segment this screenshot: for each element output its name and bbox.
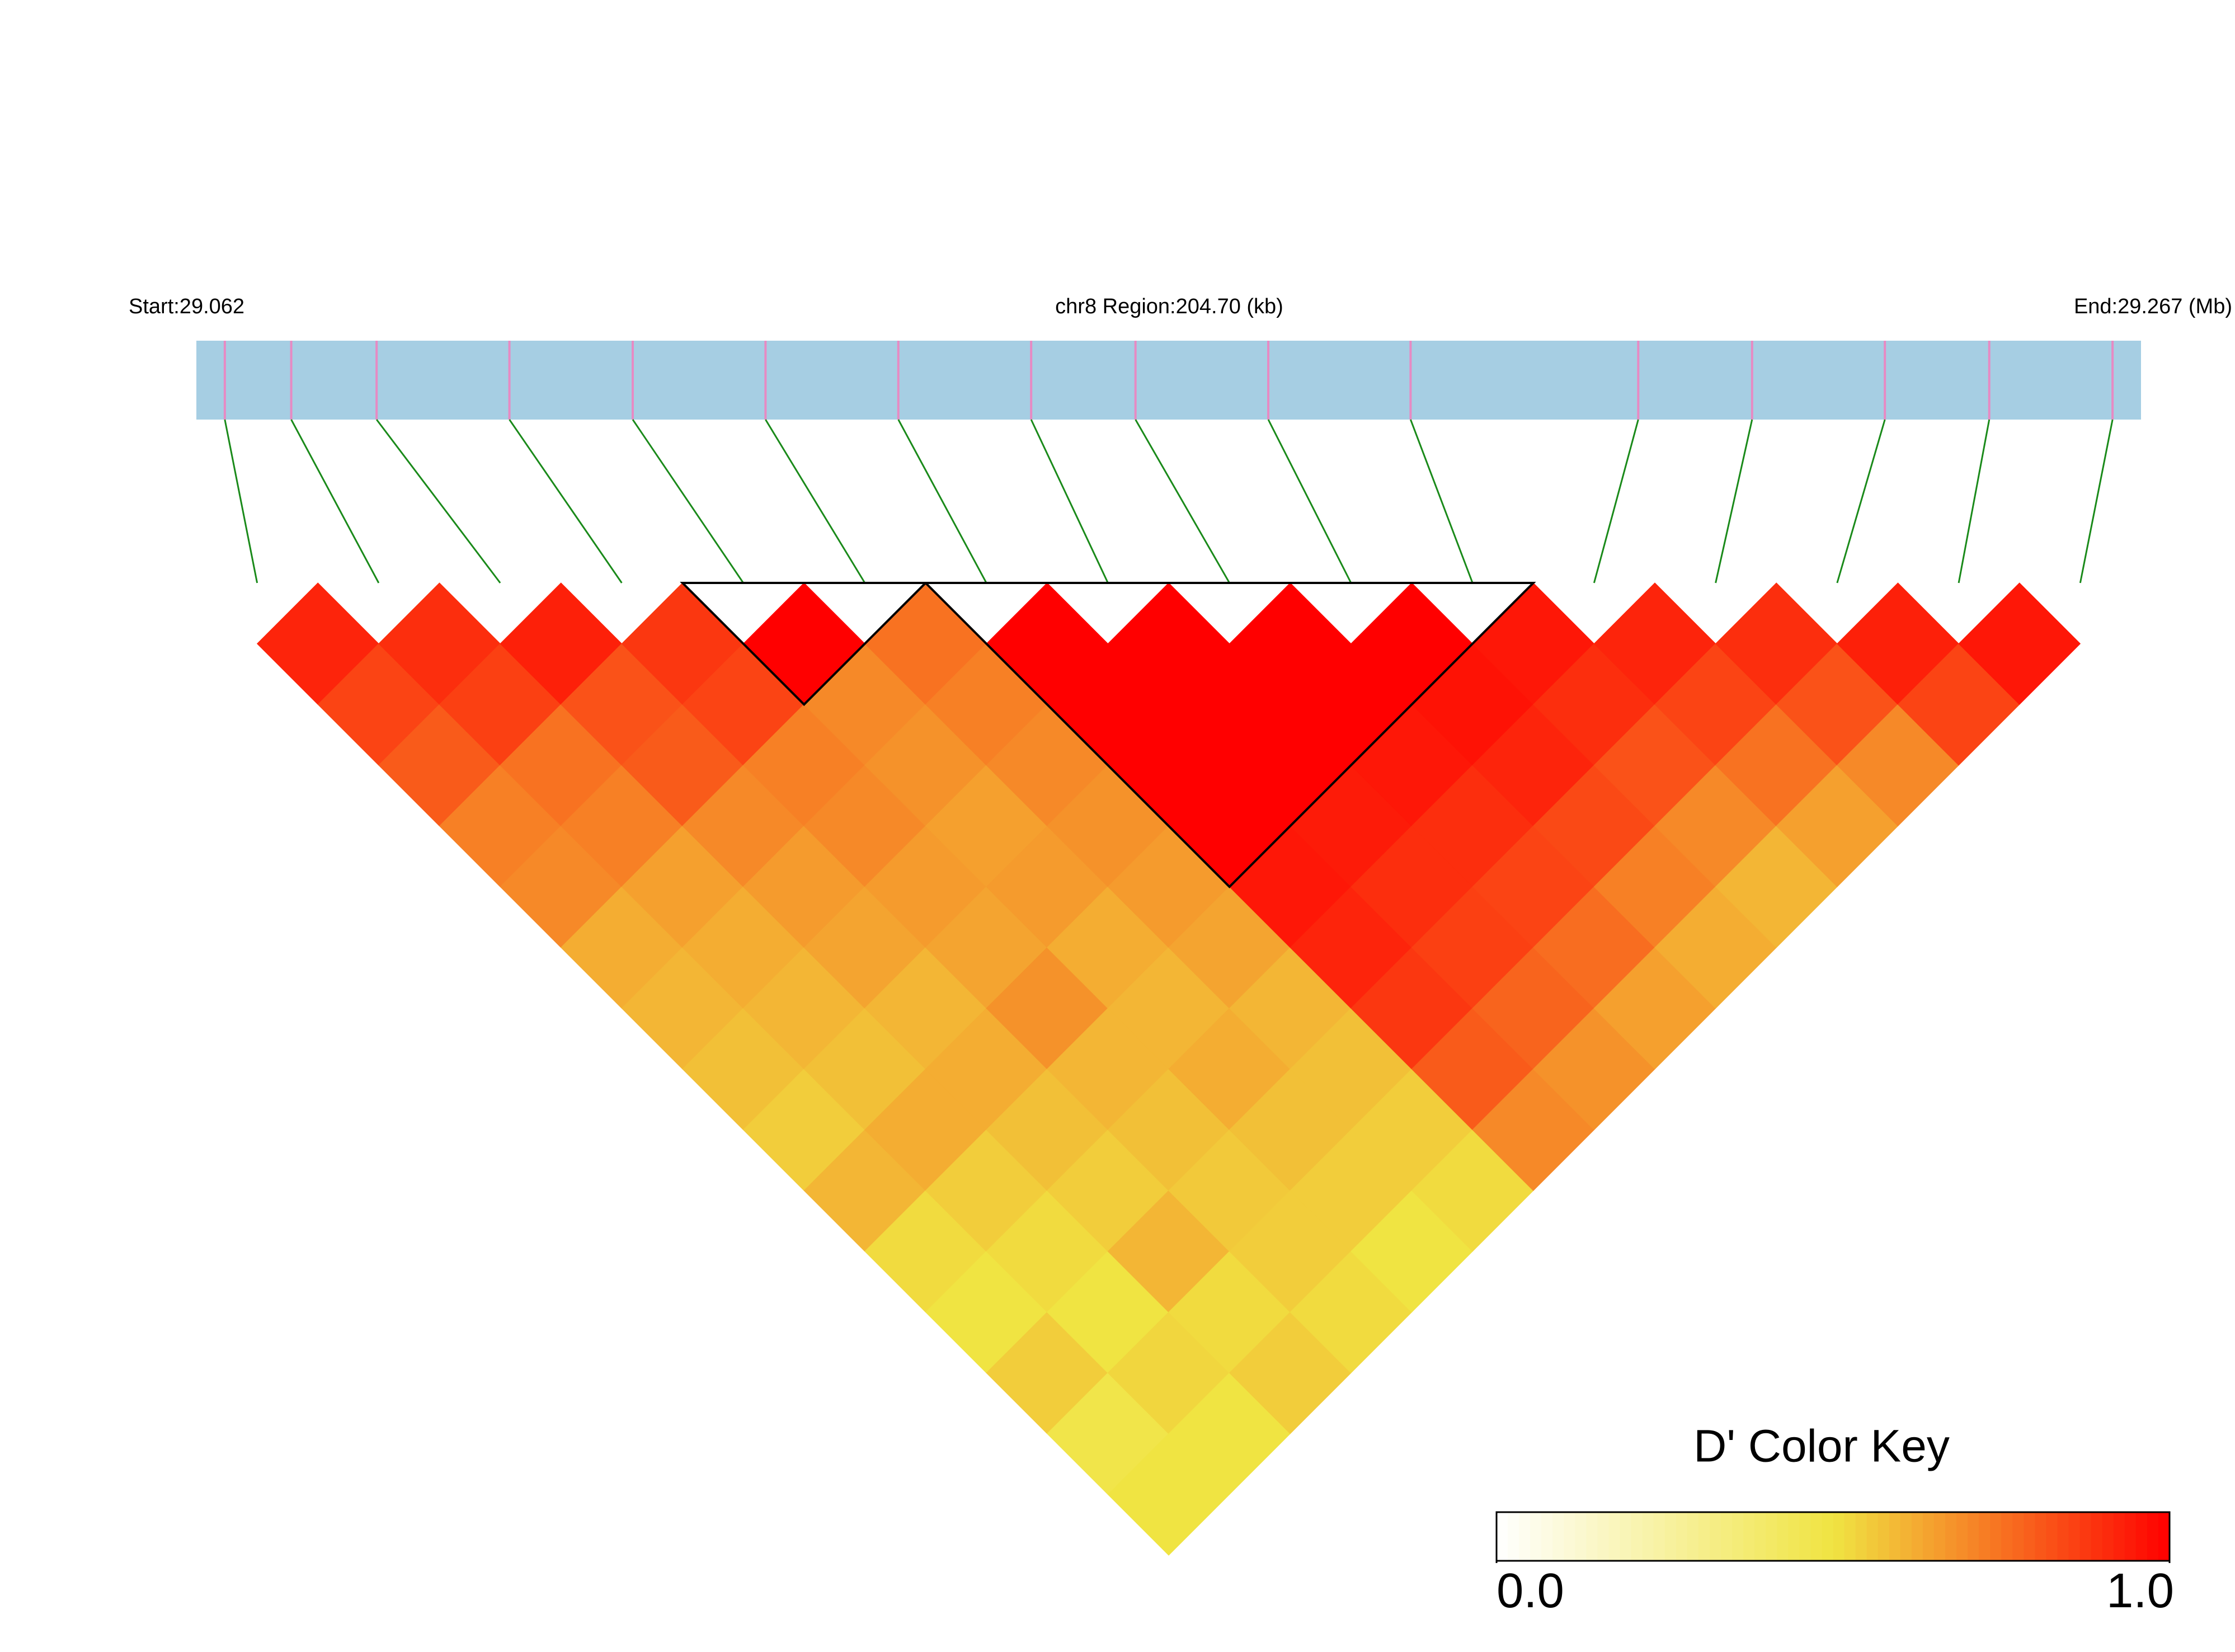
ld-block <box>680 582 929 707</box>
legend-swatch <box>1620 1512 1632 1561</box>
legend-swatch <box>1586 1512 1598 1561</box>
legend-swatch <box>1709 1512 1721 1561</box>
legend-swatch <box>1788 1512 1800 1561</box>
snp-connector <box>2079 419 2114 583</box>
legend-swatch <box>2012 1512 2025 1561</box>
ld-cell <box>1958 582 2081 705</box>
legend-title: D' Color Key <box>1693 1421 1950 1472</box>
legend-swatch <box>1777 1512 1789 1561</box>
legend-swatch <box>2147 1512 2159 1561</box>
legend-swatch <box>1799 1512 1811 1561</box>
legend-swatch <box>1968 1512 1980 1561</box>
snp-connector <box>1030 419 1109 583</box>
legend-swatch <box>1766 1512 1778 1561</box>
legend-swatch <box>1822 1512 1834 1561</box>
legend-swatch <box>2091 1512 2103 1561</box>
legend-swatch <box>2079 1512 2092 1561</box>
legend-tick-label: 1.0 <box>2106 1564 2174 1618</box>
legend-swatch <box>1608 1512 1621 1561</box>
legend-swatch <box>1597 1512 1610 1561</box>
legend-swatch <box>1990 1512 2002 1561</box>
position-bar <box>196 341 2141 420</box>
legend-swatch <box>1979 1512 1991 1561</box>
legend-swatch <box>1889 1512 1901 1561</box>
snp-connector <box>1715 419 1753 583</box>
legend-swatch <box>1833 1512 1845 1561</box>
legend-swatch <box>2001 1512 2013 1561</box>
snp-connector <box>1593 419 1639 583</box>
legend-swatch <box>2135 1512 2148 1561</box>
snp-connector <box>765 419 866 583</box>
legend-swatch <box>2102 1512 2114 1561</box>
snp-connector <box>1958 419 1991 583</box>
legend-swatch <box>1721 1512 1733 1561</box>
legend-swatch <box>2046 1512 2058 1561</box>
legend-swatch <box>1508 1512 1520 1561</box>
legend-swatch <box>1575 1512 1587 1561</box>
legend-swatch <box>1743 1512 1756 1561</box>
legend-swatch <box>1564 1512 1576 1561</box>
ld-block <box>923 582 1536 888</box>
snp-connector <box>1409 419 1474 583</box>
snp-connector <box>375 419 501 583</box>
legend-swatch <box>1676 1512 1688 1561</box>
legend-swatch <box>1642 1512 1654 1561</box>
end-label: End:29.267 (Mb) <box>2074 295 2232 318</box>
legend-swatch <box>2113 1512 2125 1561</box>
snp-connector <box>1836 419 1886 583</box>
legend-swatch <box>1687 1512 1699 1561</box>
legend-swatch <box>1956 1512 1969 1561</box>
snp-connector <box>632 419 744 583</box>
legend-swatch <box>2124 1512 2137 1561</box>
legend-swatch <box>2158 1512 2170 1561</box>
legend-swatch <box>1945 1512 1958 1561</box>
legend-swatch <box>1810 1512 1823 1561</box>
legend-tick-label: 0.0 <box>1497 1564 1564 1618</box>
legend-swatch <box>1900 1512 1912 1561</box>
legend-swatch <box>1519 1512 1531 1561</box>
legend-swatch <box>1497 1512 1509 1561</box>
legend-swatch <box>1541 1512 1554 1561</box>
legend-swatch <box>2024 1512 2036 1561</box>
legend-swatch <box>1754 1512 1767 1561</box>
legend-swatch <box>1866 1512 1879 1561</box>
legend-swatch <box>1552 1512 1565 1561</box>
snp-connector <box>224 419 258 583</box>
legend-swatch <box>1653 1512 1665 1561</box>
legend-swatch <box>1631 1512 1643 1561</box>
chart-title: chr8 Region:204.70 (kb) <box>1055 295 1283 318</box>
snp-connector <box>1135 419 1230 583</box>
legend-swatch <box>1732 1512 1744 1561</box>
legend-swatch <box>1844 1512 1856 1561</box>
snp-connector <box>290 419 380 583</box>
legend-swatch <box>1664 1512 1677 1561</box>
legend-swatch <box>1530 1512 1542 1561</box>
legend-swatch <box>1855 1512 1867 1561</box>
legend-swatch <box>1878 1512 1890 1561</box>
snp-connector <box>1267 419 1352 583</box>
legend-swatch <box>1698 1512 1710 1561</box>
legend-swatch <box>2035 1512 2047 1561</box>
legend-swatch <box>1922 1512 1935 1561</box>
legend-swatch <box>2057 1512 2069 1561</box>
legend-frame <box>1495 1511 2171 1562</box>
snp-connector <box>897 419 987 583</box>
legend-swatch <box>1911 1512 1923 1561</box>
legend-swatch <box>2068 1512 2081 1561</box>
snp-connector <box>509 419 623 583</box>
legend-swatch <box>1933 1512 1946 1561</box>
start-label: Start:29.062 <box>129 295 244 318</box>
